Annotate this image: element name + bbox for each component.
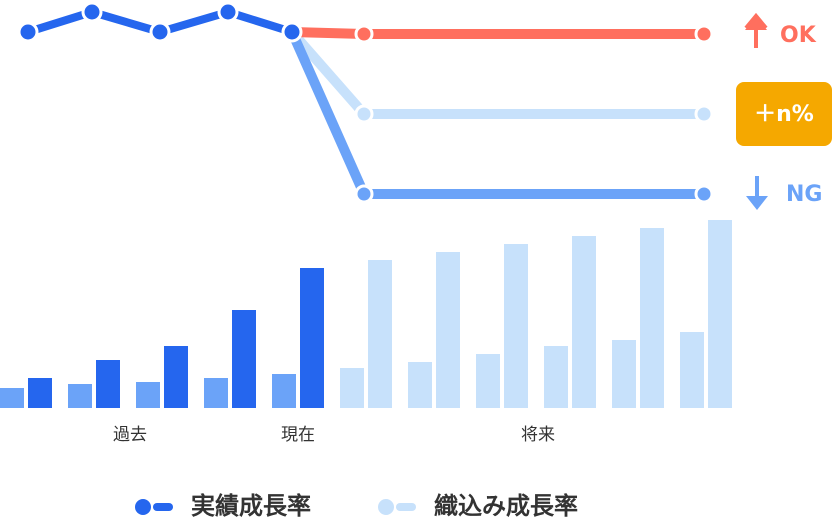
bar [0, 388, 24, 408]
scenario-point [354, 104, 374, 124]
legend-marker [153, 503, 173, 511]
scenario-line [288, 28, 704, 119]
bar [640, 228, 664, 408]
bar [68, 384, 92, 408]
bar [28, 378, 52, 408]
bar [612, 340, 636, 408]
line-point [217, 1, 239, 23]
line-point [281, 21, 303, 43]
bar [96, 360, 120, 408]
bar [164, 346, 188, 408]
scenario-point [354, 24, 374, 44]
bar [476, 354, 500, 408]
bar [680, 332, 704, 408]
period-label: 将来 [521, 425, 555, 445]
legend-label: 織込み成長率 [434, 492, 578, 520]
period-label: 現在 [281, 425, 315, 445]
bar [300, 268, 324, 408]
line-point [81, 1, 103, 23]
legend-label: 実績成長率 [191, 492, 311, 520]
scenario-label: ＋n% [754, 102, 814, 127]
period-label: 過去 [113, 425, 147, 445]
bar [708, 220, 732, 408]
bar [368, 260, 392, 408]
bar [544, 346, 568, 408]
bar [232, 310, 256, 408]
bar [204, 378, 228, 408]
legend-marker [378, 499, 394, 515]
scenario-point [354, 184, 374, 204]
badge [736, 82, 832, 146]
scenario-label: NG [786, 182, 822, 207]
bar [136, 382, 160, 408]
arrow-up-head [745, 16, 767, 30]
bar [436, 252, 460, 408]
bar [408, 362, 432, 408]
legend-marker [135, 499, 151, 515]
bar [572, 236, 596, 408]
line-point [17, 21, 39, 43]
scenario-point [694, 184, 714, 204]
bar [272, 374, 296, 408]
scenario-line [291, 27, 704, 39]
line-point [149, 21, 171, 43]
scenario-point [694, 104, 714, 124]
arrow-down-head [746, 196, 768, 210]
scenario-label: OK [780, 23, 817, 48]
bar [504, 244, 528, 408]
legend-marker [396, 503, 416, 511]
bar [340, 368, 364, 408]
scenario-point [694, 24, 714, 44]
